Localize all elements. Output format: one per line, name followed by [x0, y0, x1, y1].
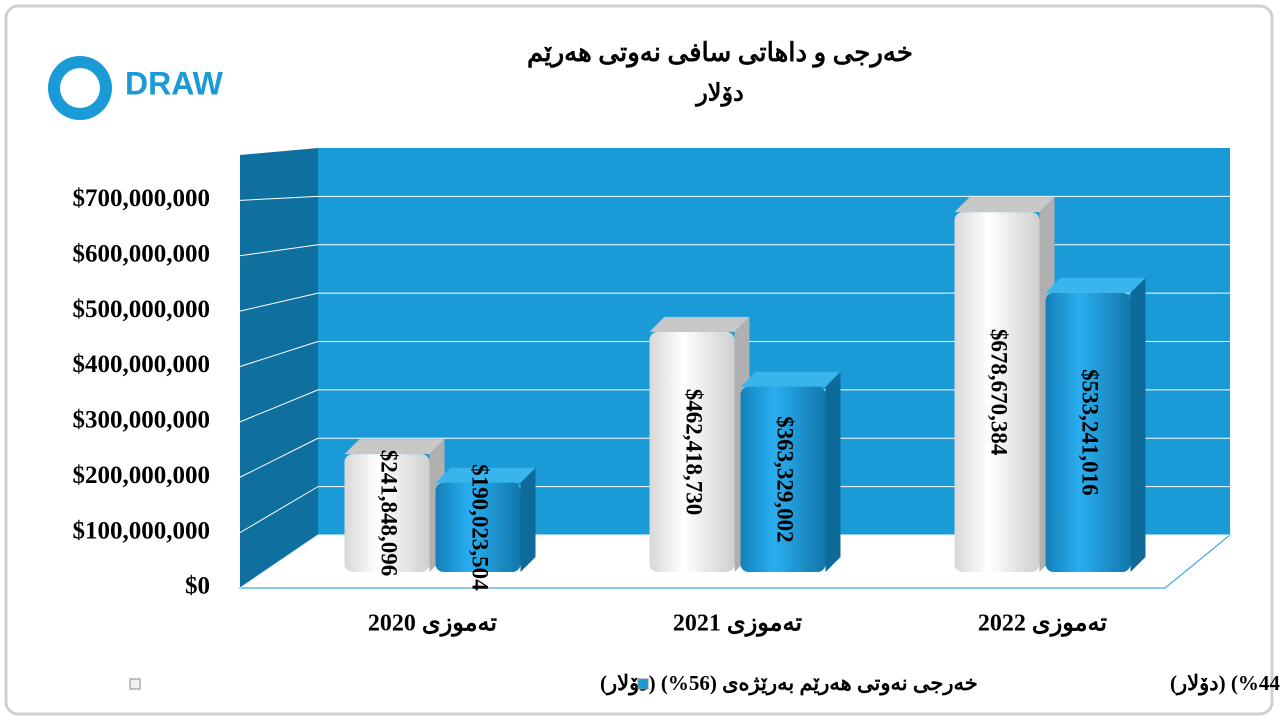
bar	[649, 331, 735, 572]
value-label: $678,670,384	[987, 329, 1012, 456]
bar	[1045, 292, 1131, 572]
y-tick-label: $0	[185, 573, 210, 600]
y-tick-label: $700,000,000	[73, 185, 211, 212]
side-grid-line	[239, 244, 319, 257]
logo-text: DRAW	[125, 65, 224, 101]
bar-top	[954, 197, 1055, 213]
side-grid-line	[239, 195, 319, 201]
legend-label: داهاتی سافی نەوتی هەرێم بەرێژەی (44%) (د…	[1170, 671, 1280, 696]
y-tick-label: $500,000,000	[73, 296, 211, 323]
legend-swatch	[637, 678, 649, 690]
chart-title: خەرجی و داهاتی سافی نەوتی هەرێم	[527, 38, 913, 68]
bar	[344, 454, 430, 572]
value-label: $190,023,504	[468, 464, 493, 591]
y-tick-label: $100,000,000	[73, 517, 211, 544]
bar-top	[1045, 277, 1146, 293]
bar-top	[435, 467, 536, 483]
bar-side	[1130, 277, 1146, 572]
x-tick-label: تەموزی 2020	[368, 611, 497, 638]
bar	[740, 386, 826, 572]
side-grid-line	[239, 389, 319, 423]
legend-swatch	[129, 678, 141, 690]
y-tick-label: $300,000,000	[73, 407, 211, 434]
value-label: $241,848,096	[377, 450, 402, 577]
bar	[435, 482, 521, 572]
x-tick-label: تەموزی 2021	[673, 611, 802, 638]
bar-top	[344, 439, 445, 455]
side-grid-line	[239, 534, 319, 589]
y-tick-label: $400,000,000	[73, 351, 211, 378]
side-grid-line	[239, 292, 319, 312]
bar-side	[520, 467, 536, 572]
logo: DRAW	[48, 56, 224, 120]
x-tick-label: تەموزی 2022	[978, 611, 1107, 638]
bar-side	[825, 371, 841, 572]
value-label: $533,241,016	[1078, 369, 1103, 496]
side-wall	[240, 148, 318, 588]
y-tick-label: $200,000,000	[73, 462, 211, 489]
legend-label: خەرجی نەوتی هەرێم بەرێژەی (56%) (دۆلار)	[600, 671, 978, 696]
value-label: $363,329,002	[773, 416, 798, 543]
bar	[954, 212, 1040, 572]
bar-top	[649, 316, 750, 332]
bar-top	[740, 371, 841, 387]
side-grid-line	[239, 341, 319, 367]
value-label: $462,418,730	[682, 389, 707, 515]
chart-subtitle: دۆلار	[694, 81, 744, 108]
y-tick-label: $600,000,000	[73, 240, 211, 267]
side-grid-line	[239, 486, 319, 534]
side-grid-line	[239, 437, 319, 478]
